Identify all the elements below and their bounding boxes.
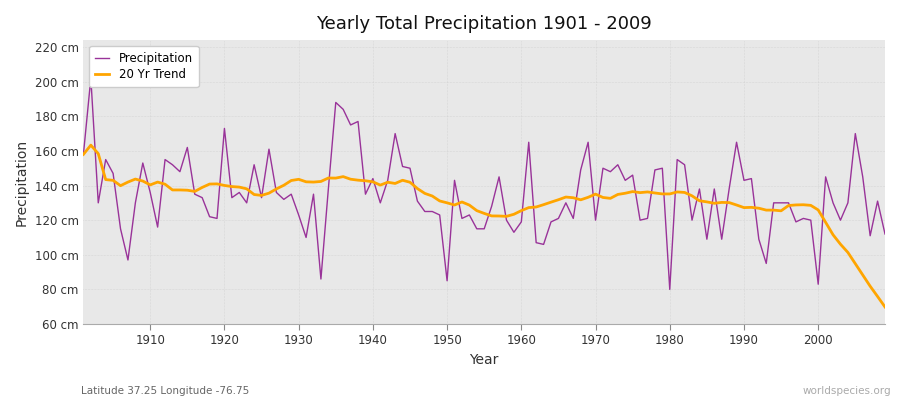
Precipitation: [516, 220, 526, 224]
20 Yr Trend: [516, 208, 526, 213]
X-axis label: Year: Year: [470, 353, 499, 367]
Precipitation: [86, 76, 96, 80]
20 Yr Trend: [612, 192, 623, 197]
20 Yr Trend: [145, 182, 156, 187]
Text: Latitude 37.25 Longitude -76.75: Latitude 37.25 Longitude -76.75: [81, 386, 249, 396]
20 Yr Trend: [78, 152, 89, 157]
Precipitation: [353, 119, 364, 124]
Precipitation: [664, 287, 675, 292]
20 Yr Trend: [308, 180, 319, 184]
20 Yr Trend: [353, 178, 364, 182]
Text: worldspecies.org: worldspecies.org: [803, 386, 891, 396]
Line: Precipitation: Precipitation: [84, 78, 885, 290]
Line: 20 Yr Trend: 20 Yr Trend: [84, 145, 885, 307]
Title: Yearly Total Precipitation 1901 - 2009: Yearly Total Precipitation 1901 - 2009: [316, 15, 652, 33]
Precipitation: [879, 232, 890, 236]
20 Yr Trend: [86, 143, 96, 148]
Precipitation: [308, 192, 319, 196]
Legend: Precipitation, 20 Yr Trend: Precipitation, 20 Yr Trend: [89, 46, 199, 87]
20 Yr Trend: [523, 205, 534, 210]
Precipitation: [612, 162, 623, 167]
Precipitation: [145, 190, 156, 195]
Y-axis label: Precipitation: Precipitation: [15, 138, 29, 226]
20 Yr Trend: [879, 304, 890, 309]
Precipitation: [523, 140, 534, 145]
Precipitation: [78, 152, 89, 157]
